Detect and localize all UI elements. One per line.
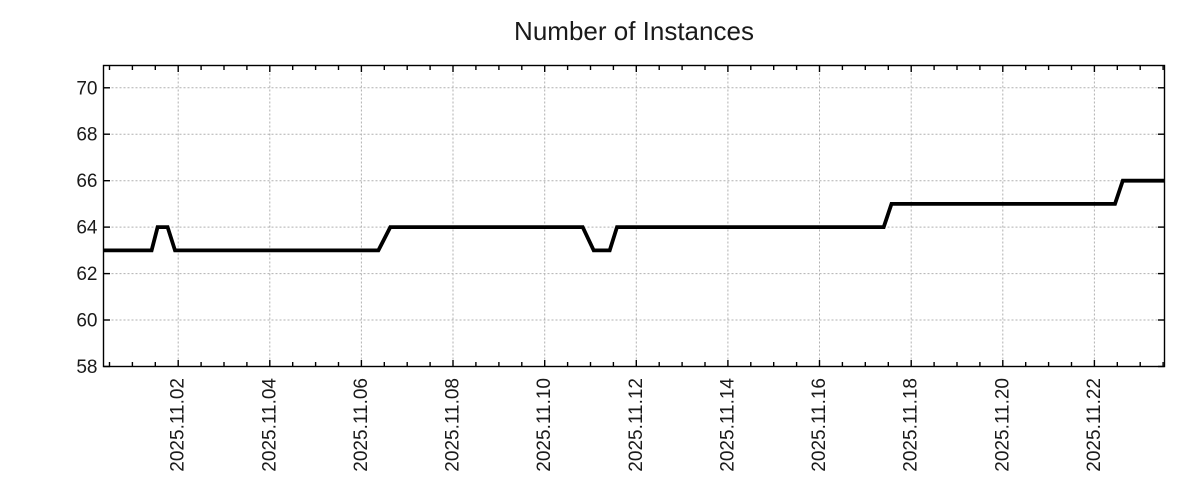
x-tick-label: 2025.11.18: [901, 378, 922, 472]
y-tick-label: 62: [76, 264, 97, 285]
x-tick-label: 2025.11.22: [1084, 378, 1105, 472]
y-tick-label: 70: [76, 78, 97, 99]
x-tick-label: 2025.11.02: [168, 378, 189, 472]
y-tick-label: 58: [76, 357, 97, 378]
y-tick-label: 64: [76, 218, 98, 239]
series-line-instances: [103, 178, 1165, 253]
chart-title: Number of Instances: [514, 16, 754, 46]
axes-layer: [102, 64, 1166, 368]
x-tick-label: 2025.11.10: [534, 378, 555, 472]
x-tick-label: 2025.11.08: [443, 378, 464, 472]
axis-labels-layer: 58 60 62 64 66 68 70 2025.11.02 2025.11.04 2025.1…: [76, 78, 1105, 471]
y-tick-label: 68: [76, 125, 97, 146]
x-tick-label: 2025.11.04: [259, 378, 280, 472]
data-series-layer: [103, 178, 1165, 253]
x-tick-label: 2025.11.12: [626, 378, 647, 472]
x-tick-label: 2025.11.16: [809, 378, 830, 472]
x-tick-label: 2025.11.14: [717, 378, 738, 472]
gridlines-layer: [103, 65, 1165, 367]
plot-border: [102, 64, 1166, 368]
y-tick-label: 60: [76, 311, 97, 332]
y-tick-label: 66: [76, 171, 97, 192]
x-tick-label: 2025.11.06: [351, 378, 372, 472]
x-tick-label: 2025.11.20: [992, 378, 1013, 472]
